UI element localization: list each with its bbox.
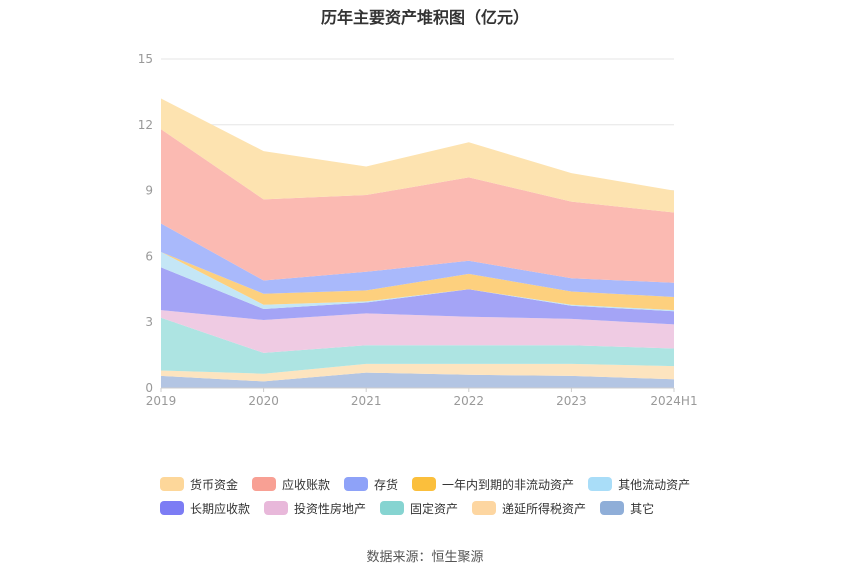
y-tick-label: 6 xyxy=(145,249,153,263)
legend-item[interactable]: 应收账款 xyxy=(252,476,330,493)
legend-swatch xyxy=(472,501,497,515)
legend-swatch xyxy=(160,477,184,491)
chart-title: 历年主要资产堆积图（亿元） xyxy=(320,8,529,27)
x-tick-label: 2020 xyxy=(248,394,279,408)
legend-label: 其它 xyxy=(630,501,655,516)
legend-label: 投资性房地产 xyxy=(294,501,367,516)
legend-item[interactable]: 货币资金 xyxy=(160,476,238,493)
legend-item[interactable]: 固定资产 xyxy=(380,500,458,517)
area-series xyxy=(161,98,674,388)
x-tick-label: 2023 xyxy=(556,394,587,408)
area-应收账款 xyxy=(161,129,674,283)
x-tick-label: 2021 xyxy=(351,394,382,408)
legend-item[interactable]: 递延所得税资产 xyxy=(472,500,586,517)
legend-swatch xyxy=(380,501,405,515)
legend-label: 固定资产 xyxy=(410,501,459,516)
y-tick-label: 0 xyxy=(145,381,153,395)
legend-item[interactable]: 投资性房地产 xyxy=(264,500,366,517)
legend-item[interactable]: 长期应收款 xyxy=(160,500,250,517)
legend-swatch xyxy=(412,477,437,491)
y-tick-label: 15 xyxy=(138,52,153,66)
legend-item[interactable]: 其它 xyxy=(600,500,654,517)
legend-swatch xyxy=(160,501,184,515)
legend-swatch xyxy=(252,477,277,491)
legend-swatch xyxy=(588,477,613,491)
legend-label: 一年内到期的非流动资产 xyxy=(442,477,575,492)
y-tick-label: 12 xyxy=(138,118,153,132)
stacked-area-chart: 0 3 6 9 12 15 2019 2020 2021 2022 2023 2024H1 xyxy=(138,52,698,408)
legend-label: 存货 xyxy=(374,477,399,492)
area-货币资金 xyxy=(161,98,674,213)
legend-swatch xyxy=(600,501,625,515)
legend: 货币资金 应收账款 存货 一年内到期的非流动资产 其他流动资产 长期应收款 投资性房地产 固… xyxy=(160,472,700,520)
area-投资性房地产 xyxy=(161,310,674,353)
x-tick-label: 2024H1 xyxy=(650,394,697,408)
legend-label: 货币资金 xyxy=(190,477,239,492)
legend-label: 其他流动资产 xyxy=(618,477,691,492)
legend-item[interactable]: 其他流动资产 xyxy=(588,476,690,493)
legend-label: 应收账款 xyxy=(282,477,331,492)
area-递延所得税资产 xyxy=(161,363,674,382)
x-tick-label: 2022 xyxy=(454,394,485,408)
area-一年内到期的非流动资产 xyxy=(161,252,674,311)
x-axis: 2019 2020 2021 2022 2023 2024H1 xyxy=(146,387,698,408)
legend-swatch xyxy=(344,477,369,491)
y-tick-label: 9 xyxy=(145,184,153,198)
legend-row: 货币资金 应收账款 存货 一年内到期的非流动资产 其他流动资产 xyxy=(160,472,700,496)
area-其它 xyxy=(161,372,674,388)
x-tick-label: 2019 xyxy=(146,394,177,408)
area-固定资产 xyxy=(161,317,674,374)
y-axis-ticks: 0 3 6 9 12 15 xyxy=(138,52,153,395)
legend-swatch xyxy=(264,501,289,515)
legend-item[interactable]: 一年内到期的非流动资产 xyxy=(412,476,574,493)
legend-row: 长期应收款 投资性房地产 固定资产 递延所得税资产 其它 xyxy=(160,496,700,520)
legend-label: 递延所得税资产 xyxy=(502,501,587,516)
legend-item[interactable]: 存货 xyxy=(344,476,398,493)
area-存货 xyxy=(161,223,674,297)
legend-label: 长期应收款 xyxy=(190,501,251,516)
y-tick-label: 3 xyxy=(145,315,153,329)
data-source: 数据来源：恒生聚源 xyxy=(366,550,484,565)
